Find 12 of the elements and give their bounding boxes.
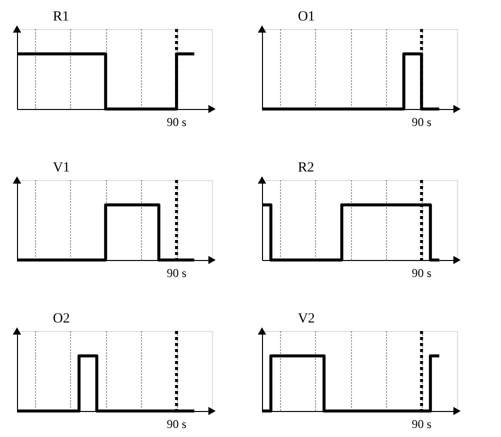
chart-title: V1 (52, 160, 70, 176)
chart-title: O1 (298, 9, 315, 24)
text: 90 s (166, 417, 187, 431)
text: 90 s (412, 417, 432, 431)
text: 90 s (166, 115, 187, 129)
chart-title: R2 (298, 160, 314, 176)
chart-title: O2 (52, 311, 70, 326)
text: 90 s (412, 115, 432, 129)
chart-title: V2 (298, 311, 315, 326)
text: 90 s (412, 266, 432, 280)
chart-title: R1 (52, 9, 70, 24)
text: 90 s (166, 266, 187, 280)
